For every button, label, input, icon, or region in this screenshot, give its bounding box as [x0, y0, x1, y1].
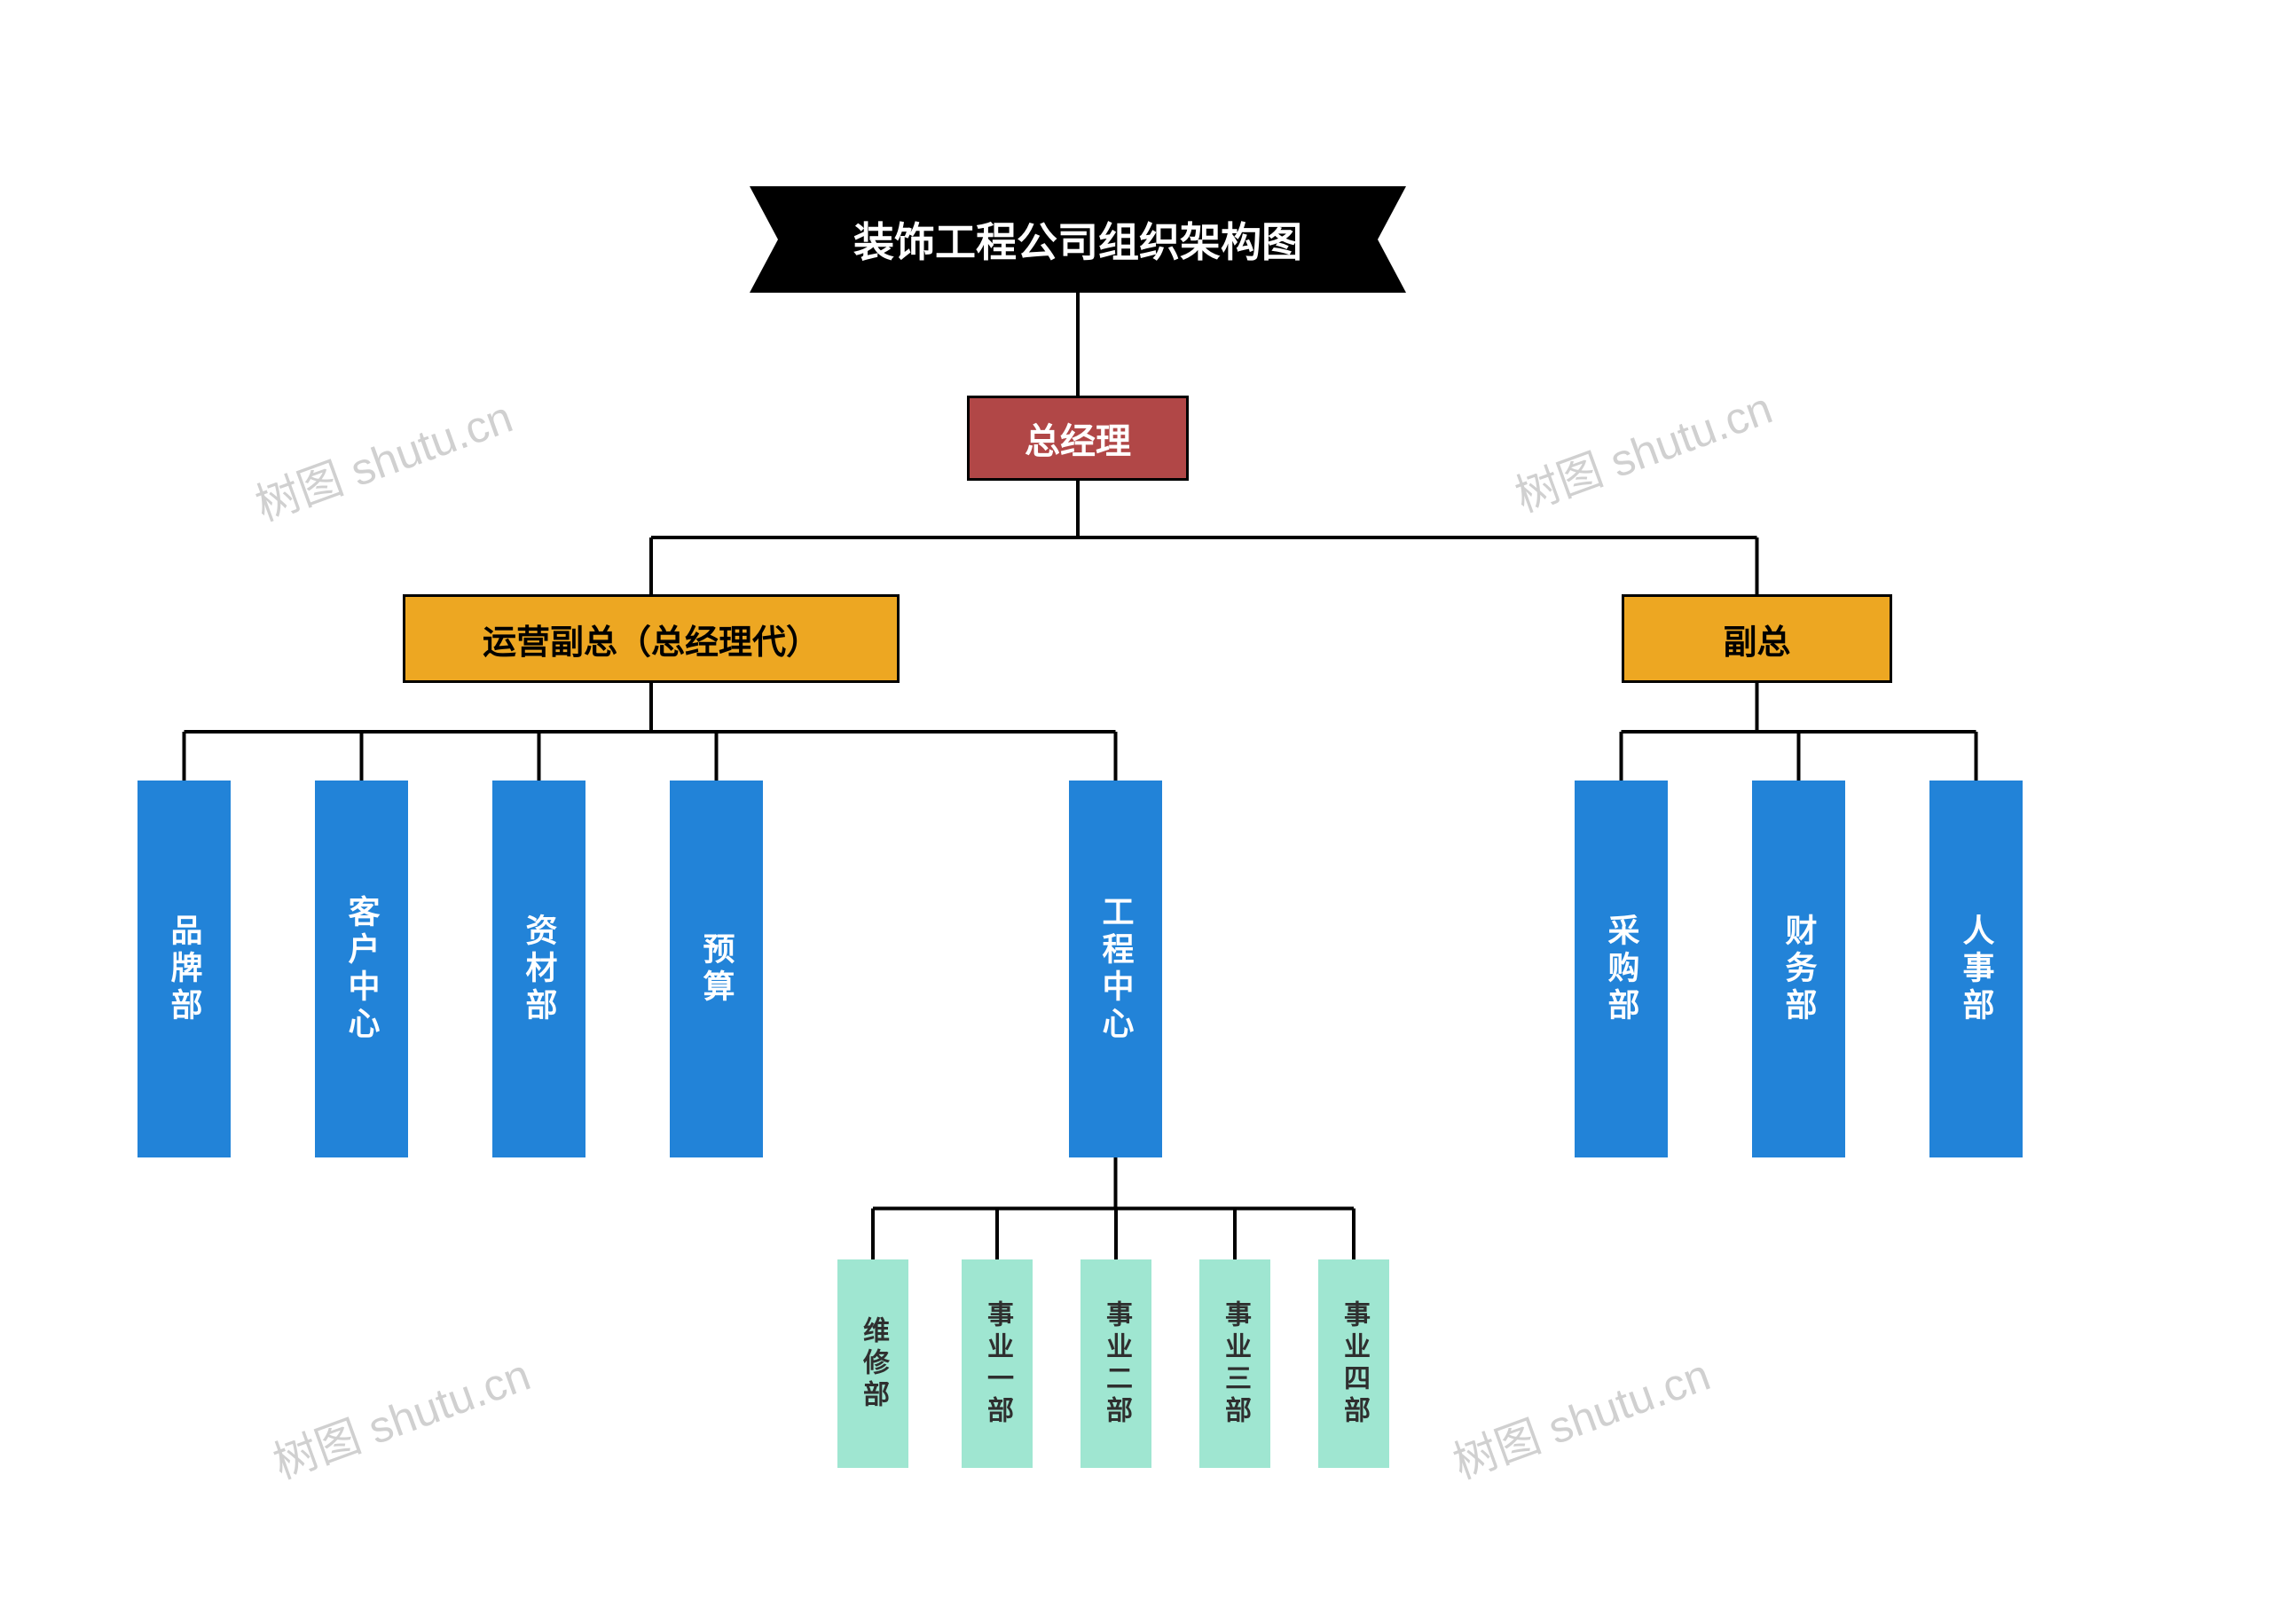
label: 事业一部 [978, 1300, 1017, 1428]
label: 副总 [1723, 615, 1790, 663]
label: 事业四部 [1334, 1300, 1373, 1428]
node-vp-operations: 运营副总（总经理代） [403, 594, 900, 683]
label: 采购部 [1599, 914, 1645, 1025]
node-dept-brand: 品牌部 [138, 781, 231, 1157]
org-title-banner: 装饰工程公司组织架构图 [750, 186, 1406, 293]
node-dept-hr: 人事部 [1929, 781, 2023, 1157]
node-dept-engineering: 工程中心 [1069, 781, 1162, 1157]
watermark: 树图 shutu.cn [246, 381, 520, 533]
label: 品牌部 [161, 914, 208, 1025]
node-sub-bu1: 事业一部 [962, 1259, 1033, 1468]
label: 工程中心 [1093, 895, 1139, 1044]
watermark: 树图 shutu.cn [1505, 373, 1780, 524]
label: 运营副总（总经理代） [483, 615, 820, 663]
label: 资材部 [516, 914, 562, 1025]
label: 人事部 [1953, 914, 2000, 1025]
node-sub-bu4: 事业四部 [1318, 1259, 1389, 1468]
org-title-text: 装饰工程公司组织架构图 [853, 210, 1302, 269]
label: 预算 [694, 932, 740, 1007]
label: 事业三部 [1215, 1300, 1254, 1428]
node-vp: 副总 [1622, 594, 1892, 683]
node-dept-purchasing: 采购部 [1575, 781, 1668, 1157]
watermark: 树图 shutu.cn [1443, 1339, 1717, 1491]
node-sub-bu3: 事业三部 [1199, 1259, 1270, 1468]
label: 维修部 [853, 1316, 892, 1412]
label: 财务部 [1776, 914, 1822, 1025]
node-sub-maintenance: 维修部 [837, 1259, 908, 1468]
node-sub-bu2: 事业二部 [1080, 1259, 1151, 1468]
node-general-manager: 总经理 [967, 396, 1189, 481]
node-dept-materials: 资材部 [492, 781, 585, 1157]
label: 事业二部 [1096, 1300, 1136, 1428]
label: 总经理 [1025, 412, 1131, 464]
watermark: 树图 shutu.cn [263, 1339, 538, 1491]
node-dept-finance: 财务部 [1752, 781, 1845, 1157]
node-dept-budget: 预算 [670, 781, 763, 1157]
label: 客户中心 [339, 895, 385, 1044]
node-dept-customer-center: 客户中心 [315, 781, 408, 1157]
